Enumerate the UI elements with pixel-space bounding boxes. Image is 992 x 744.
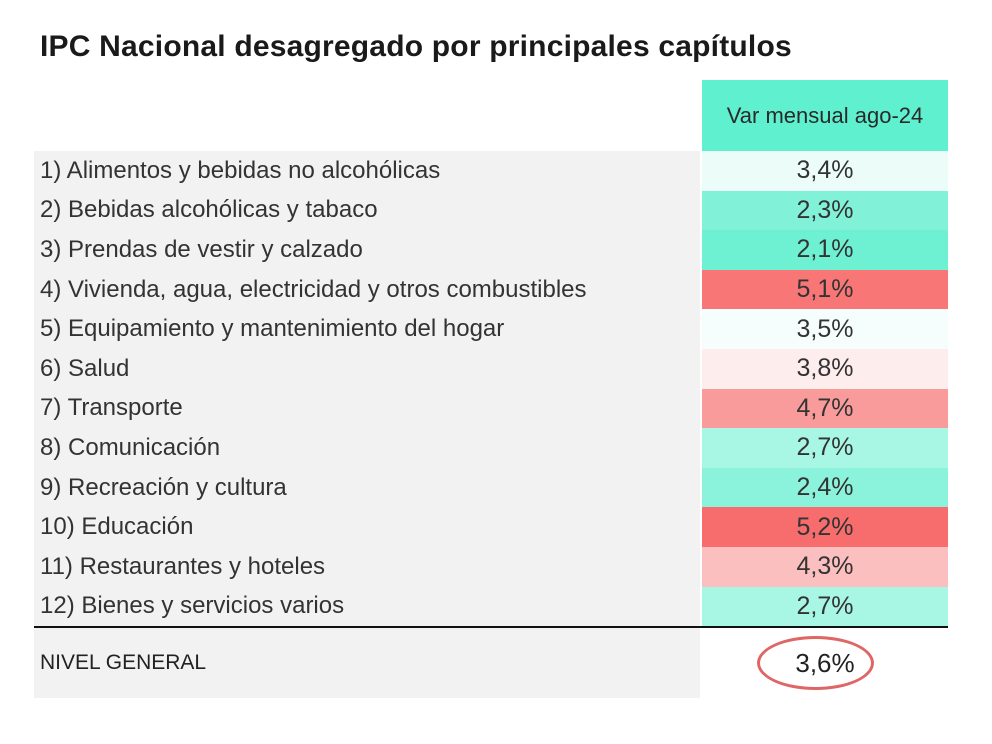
- row-value: 2,3%: [702, 190, 948, 231]
- row-value: 5,2%: [702, 507, 948, 547]
- row-value: 2,1%: [702, 230, 948, 270]
- row-label: 9) Recreación y cultura: [34, 467, 700, 508]
- table-row: 10) Educación 5,2%: [34, 507, 948, 547]
- row-label: 4) Vivienda, agua, electricidad y otros …: [34, 269, 700, 310]
- highlight-circle: [757, 636, 874, 691]
- table-row: 8) Comunicación 2,7%: [34, 428, 948, 468]
- table-body: 1) Alimentos y bebidas no alcohólicas 3,4…: [34, 151, 948, 627]
- row-value: 2,7%: [702, 586, 948, 627]
- row-label: 10) Educación: [34, 507, 700, 547]
- table-row: 11) Restaurantes y hoteles 4,3%: [34, 546, 948, 587]
- row-label: 5) Equipamiento y mantenimiento del hoga…: [34, 309, 700, 349]
- total-value: 3,6%: [795, 647, 855, 678]
- table-row: 7) Transporte 4,7%: [34, 388, 948, 429]
- row-label: 3) Prendas de vestir y calzado: [34, 230, 700, 270]
- row-label: 1) Alimentos y bebidas no alcohólicas: [34, 151, 700, 191]
- table-row: 9) Recreación y cultura 2,4%: [34, 467, 948, 508]
- column-header: Var mensual ago-24: [702, 80, 948, 151]
- chart-title: IPC Nacional desagregado por principales…: [40, 30, 792, 63]
- table-header-row: Var mensual ago-24: [34, 80, 948, 151]
- row-value: 4,3%: [702, 546, 948, 587]
- row-label: 7) Transporte: [34, 388, 700, 429]
- header-spacer: [34, 80, 700, 151]
- row-value: 2,4%: [702, 467, 948, 508]
- total-divider: [34, 626, 948, 629]
- row-value: 4,7%: [702, 388, 948, 429]
- table-row: 3) Prendas de vestir y calzado 2,1%: [34, 230, 948, 270]
- ipc-table: Var mensual ago-24 1) Alimentos y bebida…: [34, 80, 948, 699]
- table-row: 4) Vivienda, agua, electricidad y otros …: [34, 269, 948, 310]
- row-label: 12) Bienes y servicios varios: [34, 586, 700, 627]
- table-row: 2) Bebidas alcohólicas y tabaco 2,3%: [34, 190, 948, 231]
- table-row: 1) Alimentos y bebidas no alcohólicas 3,4…: [34, 151, 948, 191]
- total-value-cell: 3,6%: [702, 628, 948, 699]
- table-row: 12) Bienes y servicios varios 2,7%: [34, 586, 948, 627]
- row-value: 3,4%: [702, 151, 948, 191]
- row-value: 5,1%: [702, 269, 948, 310]
- row-value: 3,5%: [702, 309, 948, 349]
- row-label: 8) Comunicación: [34, 428, 700, 468]
- table-row: 6) Salud 3,8%: [34, 348, 948, 389]
- row-value: 2,7%: [702, 428, 948, 468]
- row-value: 3,8%: [702, 348, 948, 389]
- total-row: NIVEL GENERAL 3,6%: [34, 628, 948, 699]
- row-label: 6) Salud: [34, 348, 700, 389]
- table-row: 5) Equipamiento y mantenimiento del hoga…: [34, 309, 948, 349]
- row-label: 11) Restaurantes y hoteles: [34, 546, 700, 587]
- total-label: NIVEL GENERAL: [34, 628, 700, 699]
- row-label: 2) Bebidas alcohólicas y tabaco: [34, 190, 700, 231]
